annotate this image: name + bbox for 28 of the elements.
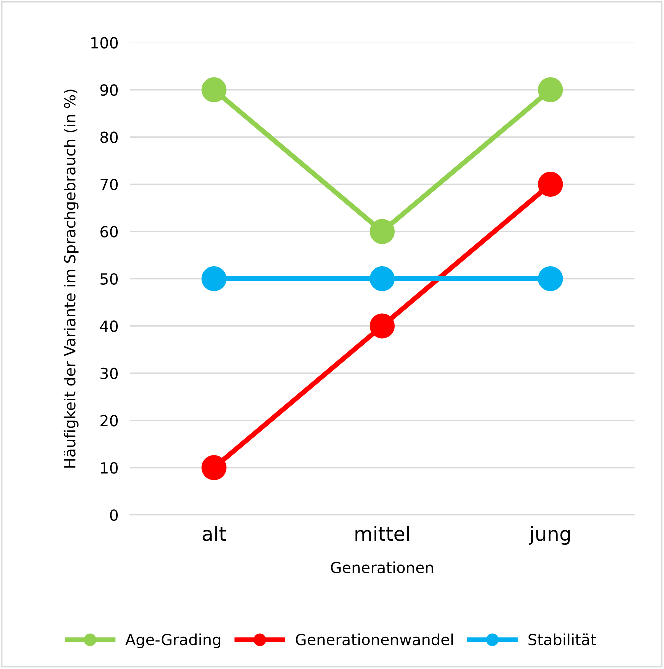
y-tick-label: 10 (101, 462, 118, 474)
y-tick-label: 70 (100, 178, 118, 191)
x-tick-label: mittel (356, 526, 410, 542)
y-tick-label: 90 (100, 84, 118, 96)
y-tick-label: 50 (100, 273, 118, 285)
point (538, 266, 564, 292)
y-tick-label: 60 (100, 226, 118, 238)
point (370, 314, 395, 339)
legend-label: Age-Grading (126, 634, 221, 649)
y-tick-label: 0 (110, 510, 118, 522)
point (370, 219, 395, 244)
y-tick-label: 100 (92, 37, 118, 49)
x-tick-label: alt (202, 526, 226, 542)
y-tick-label: 80 (100, 132, 118, 144)
point (370, 266, 395, 292)
point (202, 455, 227, 480)
legend-label: Stabilität (528, 634, 596, 646)
y-tick-label: 40 (100, 320, 118, 332)
point (538, 172, 564, 198)
y-tick-label: 30 (100, 368, 118, 380)
x-tick-label: jung (529, 526, 570, 546)
x-axis-title: Generationen (331, 562, 434, 574)
legend-label: Generationenwandel (296, 634, 453, 646)
y-axis-title: Häufigkeit der Variante im Sprachgebrauch (in %) (64, 90, 79, 468)
point (538, 78, 564, 103)
point (202, 78, 227, 103)
y-tick-label: 20 (100, 415, 118, 427)
point (202, 266, 227, 292)
